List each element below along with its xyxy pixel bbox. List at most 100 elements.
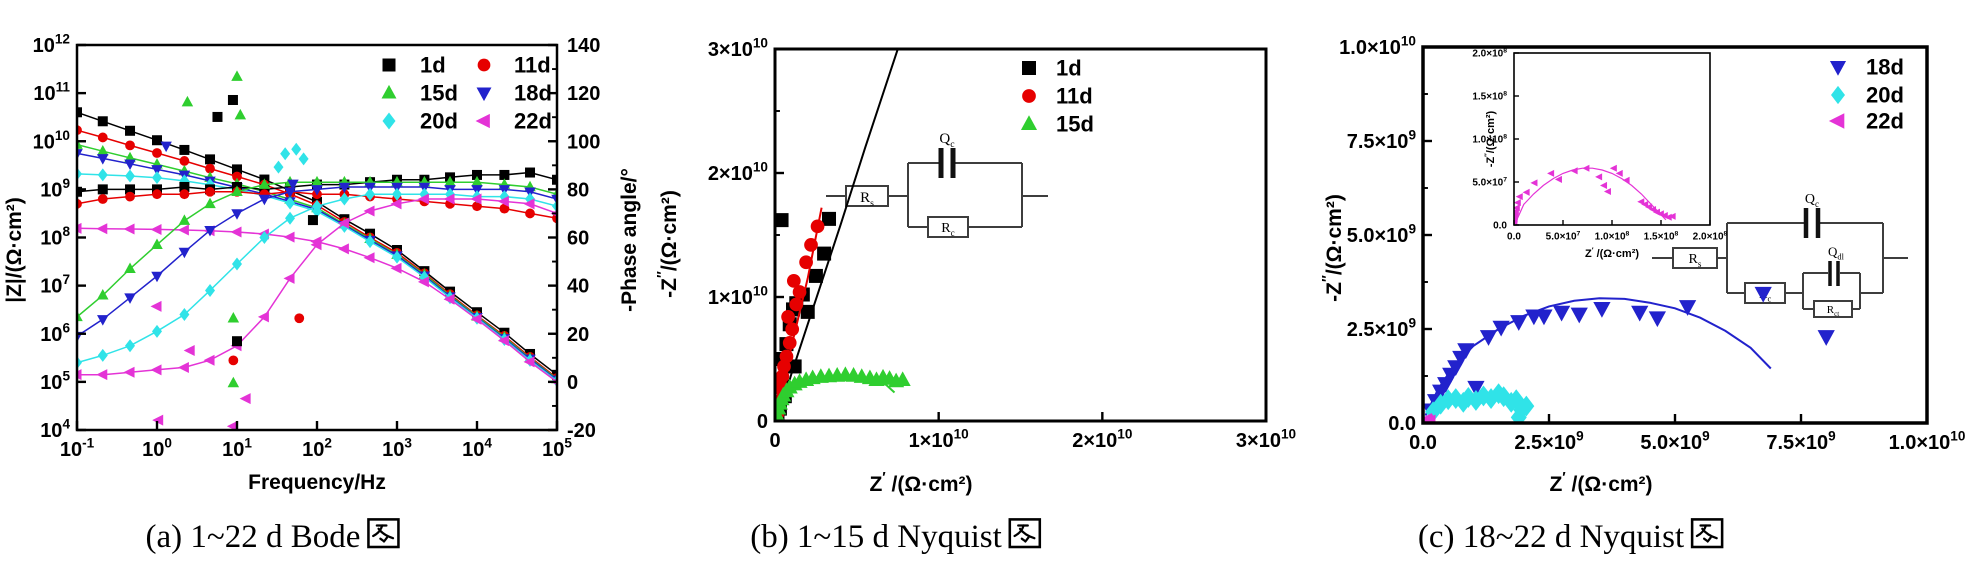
axes: 0.0 2.5×109 5.0×109 7.5×109 1.0×1010 0.0 2.5×1…: [1339, 34, 1965, 454]
legend-label: 20d: [1866, 82, 1904, 107]
y2-tick-label: 40: [567, 276, 589, 298]
x-tick-label: 1.5×108: [1644, 230, 1679, 242]
x-tick-label: 105: [542, 436, 572, 461]
y-tick-label: 2.0×108: [1472, 47, 1507, 59]
legend-label: 18d: [514, 80, 552, 105]
series-22d-outliers: [150, 300, 251, 430]
panel-bode: 10-1 100 101 102 103 104 105 104 105 106 107 108 109…: [3, 32, 641, 555]
legend-label: 15d: [1056, 111, 1094, 136]
legend: 1d 11d 15d 18d 20d 22d: [381, 52, 552, 133]
circuit-element-label: Qc: [939, 131, 955, 150]
y2-tick-label: 80: [567, 179, 589, 201]
y-tick-label: 104: [40, 417, 70, 442]
x-tick-label: 3×1010: [1236, 427, 1296, 452]
x-tick-label: 102: [302, 436, 332, 461]
y-tick-label: 1.5×108: [1472, 90, 1507, 102]
series-18d: [1423, 286, 1835, 420]
y-tick-label: 3×1010: [708, 36, 768, 61]
legend-label: 11d: [1056, 83, 1093, 108]
legend-label: 1d: [1056, 55, 1082, 80]
legend-label: 22d: [1866, 108, 1904, 133]
axes: 0.0 5.0×107 1.0×108 1.5×108 2.0×108 0.0 5.0×10…: [1472, 47, 1727, 242]
panel-nyq-early: Rs Qc Rc 0 1×1010 2×1010 3×1010 0 1×1010 2×1010 3×…: [655, 36, 1296, 555]
series-22d: [1423, 413, 1436, 423]
x-tick-label: 101: [222, 436, 252, 461]
legend-item-11d: 11d: [477, 52, 551, 77]
y2-tick-label: -20: [567, 420, 596, 442]
x-axis-title: Z′ /(Ω·cm²): [1549, 470, 1652, 496]
x-tick-label: 0: [769, 430, 780, 452]
x-tick-label: 7.5×109: [1766, 429, 1836, 454]
y-tick-label: 107: [40, 272, 70, 297]
plot-frame: [75, 43, 559, 432]
x-tick-label: 10-1: [60, 436, 95, 461]
y-axis-title: -Z″/(Ω·cm²): [1482, 110, 1497, 167]
series-22d-phase: [77, 193, 557, 381]
y-tick-label: 1010: [33, 128, 70, 153]
legend-item-1d: 1d: [1022, 55, 1082, 80]
y2-tick-label: 140: [567, 35, 600, 57]
x-tick-label: 0.0: [1409, 432, 1437, 454]
y2-tick-label: 120: [567, 83, 600, 105]
circuit-element-label: Rc: [941, 221, 954, 238]
legend-item-18d: 18d: [1829, 54, 1904, 79]
series-22d-z-: [77, 222, 557, 386]
plot-frame: [1513, 52, 1711, 226]
legend-label: 18d: [1866, 54, 1904, 79]
x-tick-label: 1×1010: [909, 427, 969, 452]
legend-label: 11d: [514, 52, 551, 77]
axes: 10-1 100 101 102 103 104 105 104 105 106 107 108 109…: [33, 32, 601, 461]
x-tick-label: 104: [462, 436, 492, 461]
legend-item-22d: 22d: [475, 108, 552, 133]
panel-inset: 0.0 5.0×107 1.0×108 1.5×108 2.0×108 0.0 5.0×10…: [1472, 47, 1727, 260]
x-axis-title: Z′ /(Ω·cm²): [1585, 245, 1639, 260]
y-tick-label: 106: [40, 320, 70, 345]
equivalent-circuit-rs-qc-rc-qdl-rct: RsQcRcQdlRct: [1652, 192, 1908, 318]
series-22d: [1514, 164, 1676, 225]
y-tick-label: 5.0×107: [1472, 176, 1507, 188]
x-tick-label: 1.0×108: [1595, 230, 1630, 242]
cjk-tu-glyph: [1690, 518, 1724, 549]
cjk-tu-glyph: [367, 518, 400, 549]
series-11d-outliers: [228, 313, 305, 366]
legend-item-18d: 18d: [476, 80, 552, 105]
circuit-element-label: Rct: [1827, 304, 1840, 318]
y-tick-label: 0.0: [1493, 221, 1507, 232]
series-15d-outliers: [181, 70, 247, 388]
y-tick-label: 1011: [33, 80, 70, 105]
y2-tick-label: 20: [567, 324, 589, 346]
y-tick-label: 2.5×109: [1347, 316, 1417, 341]
panel-caption: (a) 1~22 d Bode: [146, 519, 361, 555]
y-tick-label: 2×1010: [708, 160, 768, 185]
x-tick-label: 5.0×109: [1640, 429, 1710, 454]
series-15d: [775, 366, 911, 421]
y2-tick-label: 100: [567, 131, 600, 153]
legend-item-11d: 11d: [1022, 83, 1093, 108]
legend-item-15d: 15d: [1020, 111, 1094, 136]
y-tick-label: 0: [757, 411, 768, 433]
x-tick-label: 100: [142, 436, 172, 461]
y-tick-label: 1012: [33, 32, 71, 57]
equivalent-circuit-rs-qc-rc: Rs Qc Rc: [826, 131, 1048, 238]
panel-nyq-late: RsQcRcQdlRct0.02.5×1095.0×1097.5×1091.0×…: [1320, 34, 1965, 555]
y-tick-label: 5.0×109: [1347, 222, 1417, 247]
plot-frame: [773, 47, 1268, 423]
y-tick-label: 108: [40, 224, 70, 249]
x-tick-label: 0.0: [1507, 232, 1521, 243]
x-tick-label: 103: [382, 436, 412, 461]
y-tick-label: 105: [40, 368, 70, 393]
series-layer: [775, 49, 911, 421]
legend-item-22d: 22d: [1828, 108, 1904, 133]
x-axis-title: Frequency/Hz: [248, 471, 386, 494]
legend-item-1d: 1d: [382, 52, 446, 77]
x-tick-label: 5.0×107: [1546, 230, 1581, 242]
y-tick-label: 1×1010: [708, 284, 768, 309]
series-layer: [1423, 286, 1835, 423]
series-1d-outliers: [212, 94, 318, 347]
circuit-element-label: Qdl: [1828, 244, 1845, 262]
legend-item-20d: 20d: [1831, 82, 1904, 107]
legend: 1d 11d 15d: [1020, 55, 1094, 136]
y-axis-title: |Z|/(Ω·cm²): [3, 197, 26, 303]
x-axis-title: Z′ /(Ω·cm²): [869, 470, 972, 496]
